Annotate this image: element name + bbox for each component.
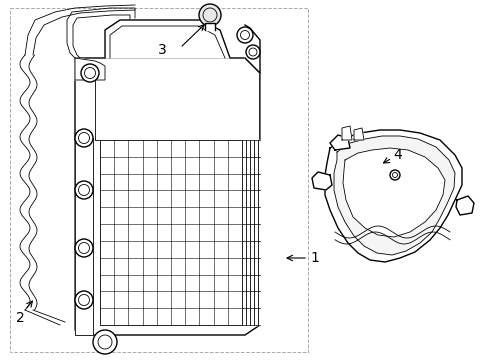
Circle shape xyxy=(75,181,93,199)
Circle shape xyxy=(75,129,93,147)
Polygon shape xyxy=(242,140,260,325)
Circle shape xyxy=(75,291,93,309)
Polygon shape xyxy=(245,25,260,73)
Polygon shape xyxy=(100,140,242,325)
Circle shape xyxy=(246,45,260,59)
Polygon shape xyxy=(343,148,445,237)
Polygon shape xyxy=(312,172,332,190)
Text: 3: 3 xyxy=(158,43,167,57)
Polygon shape xyxy=(330,135,350,150)
Polygon shape xyxy=(456,196,474,215)
Polygon shape xyxy=(75,58,260,335)
Polygon shape xyxy=(334,136,455,255)
Polygon shape xyxy=(75,138,93,335)
Polygon shape xyxy=(205,23,215,30)
Circle shape xyxy=(93,330,117,354)
Circle shape xyxy=(237,27,253,43)
Text: 4: 4 xyxy=(393,148,402,162)
Polygon shape xyxy=(342,126,352,140)
Polygon shape xyxy=(105,20,245,58)
Polygon shape xyxy=(325,130,462,262)
Polygon shape xyxy=(354,128,364,140)
Polygon shape xyxy=(95,73,259,140)
Text: 2: 2 xyxy=(16,311,25,325)
Polygon shape xyxy=(75,58,105,80)
Text: 1: 1 xyxy=(310,251,319,265)
Circle shape xyxy=(390,170,400,180)
Bar xyxy=(10,8,308,352)
Circle shape xyxy=(199,4,221,26)
Circle shape xyxy=(81,64,99,82)
Circle shape xyxy=(75,239,93,257)
